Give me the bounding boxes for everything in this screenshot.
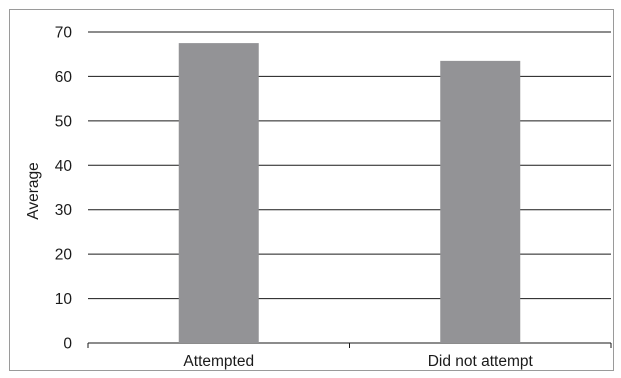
y-tick-label: 30	[55, 202, 73, 219]
x-tick-label: Attempted	[183, 353, 254, 370]
y-tick-label: 70	[55, 25, 73, 42]
y-tick-labels: 0 10 20 30 40 50 60 70	[55, 25, 73, 353]
y-tick-label: 10	[55, 291, 73, 308]
y-tick-label: 60	[55, 69, 73, 86]
y-axis-label: Average	[25, 162, 42, 219]
y-tick-label: 40	[55, 158, 73, 175]
y-tick-label: 0	[63, 336, 72, 353]
x-tick-labels: Attempted Did not attempt	[183, 353, 533, 370]
bar-did-not-attempt	[440, 60, 521, 343]
bar-attempted	[178, 43, 259, 343]
bars	[178, 43, 521, 343]
y-tick-label: 20	[55, 247, 73, 264]
grid-lines	[87, 31, 612, 348]
y-tick-label: 50	[55, 113, 73, 130]
x-tick-label: Did not attempt	[428, 353, 534, 370]
